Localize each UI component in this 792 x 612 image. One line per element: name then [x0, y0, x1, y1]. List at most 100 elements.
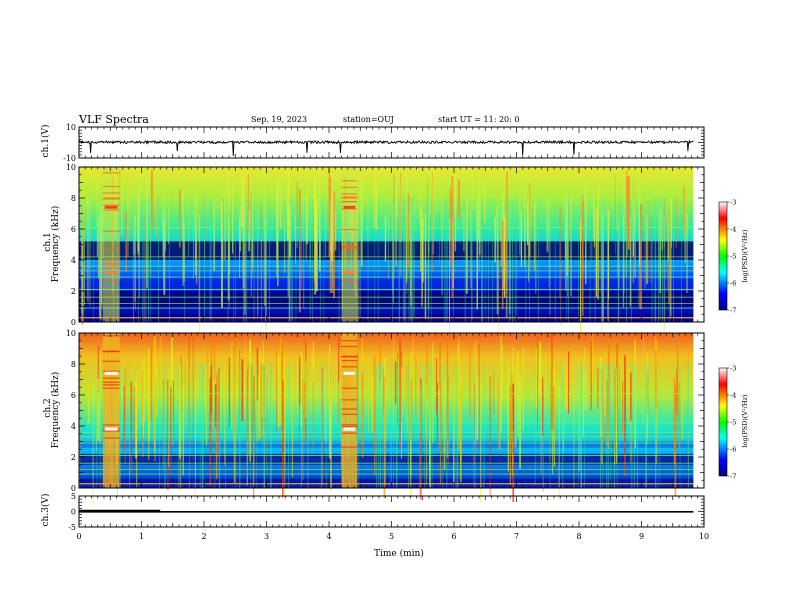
spectrogram-1-streak — [247, 174, 249, 234]
spectrogram-2-streak — [179, 364, 181, 459]
spectrogram-2-streak — [438, 342, 440, 450]
spectrogram-2-streak — [188, 338, 190, 451]
spectrogram-1-streak — [432, 168, 434, 255]
spectrogram-2-streak — [167, 379, 169, 491]
spectrogram-1-streak — [622, 215, 625, 308]
spectrogram-2-streak — [674, 385, 677, 497]
spectrogram-1-streak — [81, 190, 83, 314]
spectrogram-1-burst-peak — [343, 270, 356, 274]
spectrogram-2-sferic — [239, 364, 241, 488]
spectrogram-2-streak — [160, 333, 162, 395]
spectrogram-2-streak — [497, 379, 500, 451]
spectrogram-2-streak — [419, 385, 422, 433]
spectrogram-2-sferic — [264, 364, 266, 488]
spectrogram-1-streak — [263, 186, 266, 306]
spectrogram-1-streak — [638, 171, 641, 267]
spectrogram-1-streak — [360, 176, 363, 266]
spectrogram-2-streak — [278, 355, 280, 428]
spectrogram-1-streak — [400, 180, 402, 276]
spectrogram-2-sferic — [534, 364, 536, 488]
spectrogram-1-streak — [97, 218, 99, 279]
spectrogram-1-streak — [265, 219, 267, 331]
spectrogram-2-streak — [458, 338, 460, 451]
spectrogram-1-streak — [393, 173, 395, 279]
spectrogram-2-streak — [493, 371, 495, 415]
spectrogram-2-streak — [426, 383, 427, 485]
spectrogram-2-sferic — [320, 364, 322, 488]
spectrogram-1-streak — [299, 189, 301, 313]
spectrogram-2-streak — [148, 348, 150, 441]
spectrogram-1-burst-line — [341, 280, 358, 282]
spectrogram-1-sferic — [452, 198, 454, 322]
spectrogram-2-streak — [150, 342, 153, 422]
spectrogram-1-sferic — [529, 198, 530, 322]
spectrogram-1-streak — [566, 195, 568, 276]
spectrogram-1-sferic — [261, 198, 262, 322]
spectrogram-1-burst-line — [102, 204, 120, 206]
spectrogram-1-sferic — [568, 198, 569, 322]
spectrogram-1-burst-line — [102, 264, 120, 266]
spectrogram-2-streak — [615, 367, 618, 447]
spectrogram-1-burst-line — [102, 185, 120, 188]
y-tick-label: 0 — [71, 318, 76, 327]
spectrogram-1-streak — [400, 173, 401, 244]
spectrogram-1-streak — [526, 202, 529, 246]
spectrogram-2-streak — [621, 381, 624, 437]
spectrogram-2-streak — [123, 386, 125, 451]
spectrogram-1-streak — [330, 175, 333, 257]
colorbar-2-tick-label: -3 — [730, 365, 736, 373]
spectrogram-1-burst-line — [102, 267, 120, 269]
x-tick-label: 5 — [389, 532, 394, 541]
spectrogram-2-streak — [256, 348, 259, 401]
spectrogram-1-streak — [138, 181, 140, 299]
spectrogram-2-burst-line — [102, 430, 120, 432]
spectrogram-1-sferic — [141, 198, 143, 322]
spectrogram-1-streak — [565, 218, 567, 291]
spectrogram-2-streak — [499, 383, 501, 450]
spectrogram-1-streak — [608, 210, 610, 299]
spectrogram-1-sferic — [210, 198, 212, 322]
spectrogram-2-streak — [643, 337, 644, 425]
spectrogram-1-streak — [392, 205, 394, 304]
spectrogram-2-streak — [167, 368, 170, 468]
spectrogram-1-streak — [535, 201, 537, 294]
spectrogram-1-sferic — [514, 198, 516, 322]
spectrogram-1-burst-line — [102, 230, 120, 232]
spectrogram-1-streak — [138, 212, 139, 332]
spectrogram-1-streak — [584, 180, 587, 285]
spectrogram-1-sferic — [92, 198, 94, 322]
spectrogram-1-streak — [281, 185, 283, 232]
spectrogram-1-sferic — [673, 198, 674, 322]
spectrogram-2-streak — [474, 339, 477, 445]
spectrogram-2-streak — [135, 380, 137, 459]
spectrogram-2-streak — [124, 368, 126, 464]
spectrogram-2-streak — [469, 333, 471, 420]
spectrogram-1-streak — [373, 168, 376, 227]
spectrogram-2-streak — [357, 353, 359, 442]
spectrogram-1-band — [79, 291, 694, 307]
colorbar-2-tick-label: -7 — [730, 473, 736, 481]
spectrogram-1-streak — [667, 212, 669, 261]
spectrogram-2-streak — [154, 336, 156, 453]
spectrogram-2-streak — [356, 338, 359, 390]
y-tick-label: 5 — [71, 492, 76, 501]
spectrogram-2-sferic — [164, 364, 166, 488]
spectrogram-1-streak — [392, 184, 393, 294]
spectrogram-1-streak — [301, 191, 303, 290]
colorbar-2-tick-label: -6 — [730, 446, 736, 454]
spectrogram-1-streak — [221, 200, 223, 308]
spectrogram-2-streak — [397, 353, 398, 427]
spectrogram-1-streak — [224, 183, 226, 261]
spectrogram-2-sferic — [455, 364, 457, 488]
spectrogram-2-burst-line — [341, 345, 358, 348]
spectrogram-1-streak — [646, 215, 648, 285]
spectrogram-1-burst-line — [341, 196, 358, 198]
spectrogram-1-sferic — [658, 198, 659, 322]
spectrogram-2-burst-line — [341, 446, 358, 448]
spectrogram-2-burst-peak — [104, 427, 118, 431]
spectrogram-2-streak — [383, 377, 386, 498]
spectrogram-2-sferic — [483, 364, 485, 488]
spectrogram-2-sferic — [659, 364, 661, 488]
spectrogram-1-streak — [432, 171, 434, 273]
spectrogram-2-streak — [393, 335, 394, 429]
